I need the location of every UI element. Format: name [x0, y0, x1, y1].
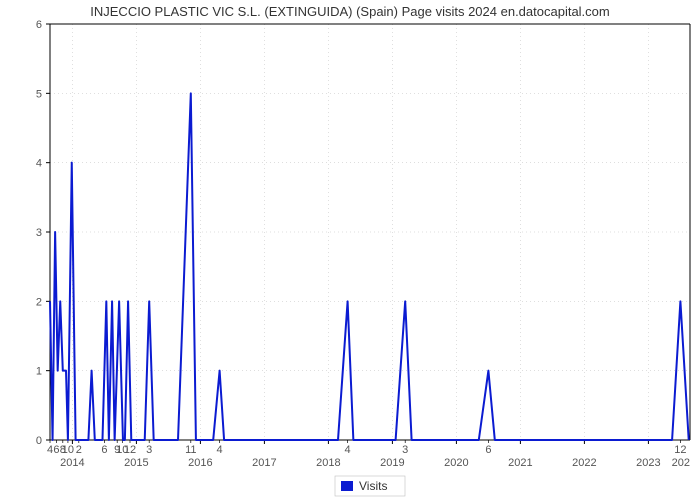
svg-text:10: 10	[62, 444, 74, 456]
svg-text:1: 1	[36, 366, 42, 378]
svg-text:5: 5	[36, 88, 42, 100]
svg-text:2020: 2020	[444, 457, 468, 469]
svg-text:2: 2	[36, 296, 42, 308]
svg-text:6: 6	[101, 444, 107, 456]
svg-text:2016: 2016	[188, 457, 212, 469]
visits-chart: 0123456201420152016201720182019202020212…	[0, 0, 700, 500]
svg-text:12: 12	[674, 444, 686, 456]
svg-text:Visits: Visits	[359, 479, 387, 493]
svg-text:4: 4	[36, 158, 42, 170]
svg-text:11: 11	[185, 444, 196, 456]
page-title: INJECCIO PLASTIC VIC S.L. (EXTINGUIDA) (…	[0, 4, 700, 19]
svg-text:6: 6	[53, 444, 59, 456]
svg-text:2015: 2015	[124, 457, 148, 469]
svg-text:4: 4	[47, 444, 53, 456]
svg-text:2: 2	[76, 444, 82, 456]
svg-text:202: 202	[672, 457, 690, 469]
svg-text:4: 4	[217, 444, 223, 456]
svg-text:12: 12	[124, 444, 136, 456]
svg-text:6: 6	[36, 19, 42, 31]
svg-text:3: 3	[402, 444, 408, 456]
svg-text:2018: 2018	[316, 457, 340, 469]
svg-text:3: 3	[146, 444, 152, 456]
svg-text:2023: 2023	[636, 457, 660, 469]
svg-text:2021: 2021	[508, 457, 532, 469]
svg-text:4: 4	[345, 444, 351, 456]
svg-text:6: 6	[485, 444, 491, 456]
svg-text:2017: 2017	[252, 457, 276, 469]
svg-text:2019: 2019	[380, 457, 404, 469]
svg-text:0: 0	[36, 435, 42, 447]
svg-text:3: 3	[36, 227, 42, 239]
svg-text:2022: 2022	[572, 457, 596, 469]
svg-text:2014: 2014	[60, 457, 84, 469]
